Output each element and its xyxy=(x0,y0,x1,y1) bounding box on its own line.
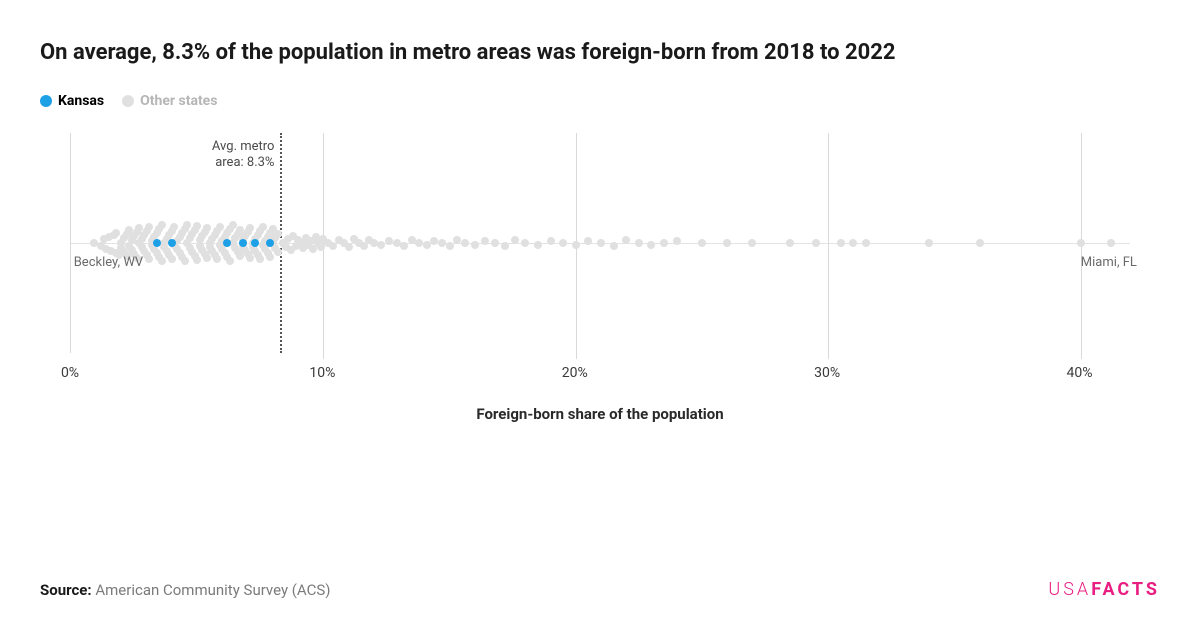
data-point-other xyxy=(647,241,655,249)
data-point-other xyxy=(145,255,153,263)
data-point-other xyxy=(400,242,408,250)
legend-label-other: Other states xyxy=(140,93,217,109)
data-point-focus xyxy=(266,239,274,247)
data-point-other xyxy=(170,223,178,231)
data-point-other xyxy=(226,257,234,265)
data-point-other xyxy=(203,224,211,232)
data-point-other xyxy=(976,239,984,247)
data-point-other xyxy=(213,255,221,263)
data-point-other xyxy=(723,239,731,247)
data-point-focus xyxy=(223,239,231,247)
brand-logo: USAFACTS xyxy=(1048,579,1160,600)
chart: Avg. metroarea: 8.3% Beckley, WV Miami, FL… xyxy=(50,133,1150,393)
data-point-other xyxy=(471,241,479,249)
legend-item-focus: Kansas xyxy=(40,93,104,109)
footer: Source: American Community Survey (ACS) … xyxy=(40,579,1160,600)
legend-item-other: Other states xyxy=(122,93,217,109)
legend-dot-other xyxy=(122,95,134,107)
data-point-other xyxy=(862,239,870,247)
data-point-other xyxy=(572,241,580,249)
data-point-other xyxy=(534,241,542,249)
data-point-other xyxy=(246,224,254,232)
data-point-other xyxy=(259,223,267,231)
x-tick-label: 0% xyxy=(61,365,79,381)
data-point-other xyxy=(501,242,509,250)
data-point-focus xyxy=(239,239,247,247)
legend-label-focus: Kansas xyxy=(58,93,104,109)
data-point-other xyxy=(274,230,282,238)
data-point-other xyxy=(837,239,845,247)
x-tick-label: 40% xyxy=(1067,365,1093,381)
data-point-other xyxy=(849,239,857,247)
x-tick-label: 20% xyxy=(562,365,588,381)
data-point-other xyxy=(597,239,605,247)
x-axis-title: Foreign-born share of the population xyxy=(40,405,1160,423)
grid-line xyxy=(828,133,829,359)
data-point-other xyxy=(635,239,643,247)
data-point-other xyxy=(158,221,166,229)
data-point-other xyxy=(786,239,794,247)
data-point-other xyxy=(673,237,681,245)
plot-area: Avg. metroarea: 8.3%Beckley, WVMiami, FL xyxy=(70,133,1130,353)
data-point-other xyxy=(521,239,529,247)
x-tick-label: 30% xyxy=(814,365,840,381)
data-point-other xyxy=(345,243,353,251)
max-label: Miami, FL xyxy=(1081,255,1137,270)
data-point-other xyxy=(491,239,499,247)
data-point-other xyxy=(622,236,630,244)
brand-part2: FACTS xyxy=(1091,579,1160,600)
data-point-other xyxy=(193,256,201,264)
data-point-focus xyxy=(168,239,176,247)
data-point-other xyxy=(266,253,274,261)
data-point-other xyxy=(610,242,618,250)
source: Source: American Community Survey (ACS) xyxy=(40,581,331,599)
data-point-other xyxy=(145,223,153,231)
data-point-other xyxy=(1107,239,1115,247)
data-point-other xyxy=(925,239,933,247)
data-point-other xyxy=(168,255,176,263)
data-point-other xyxy=(181,257,189,265)
data-point-other xyxy=(660,239,668,247)
data-point-other xyxy=(193,222,201,230)
data-point-other xyxy=(812,239,820,247)
source-label: Source: xyxy=(40,581,92,599)
brand-part1: USA xyxy=(1048,579,1091,600)
data-point-other xyxy=(511,236,519,244)
legend-dot-focus xyxy=(40,95,52,107)
x-tick-label: 10% xyxy=(309,365,335,381)
data-point-other xyxy=(1077,239,1085,247)
legend: Kansas Other states xyxy=(40,93,1160,109)
data-point-other xyxy=(274,248,282,256)
chart-title: On average, 8.3% of the population in me… xyxy=(40,40,1160,65)
min-label: Beckley, WV xyxy=(74,255,143,270)
data-point-other xyxy=(698,239,706,247)
data-point-other xyxy=(748,239,756,247)
data-point-other xyxy=(461,239,469,247)
data-point-focus xyxy=(251,239,259,247)
source-value: American Community Survey (ACS) xyxy=(95,581,330,599)
data-point-other xyxy=(158,257,166,265)
data-point-focus xyxy=(153,239,161,247)
data-point-other xyxy=(481,237,489,245)
reference-label: Avg. metroarea: 8.3% xyxy=(200,139,274,172)
data-point-other xyxy=(256,255,264,263)
data-point-other xyxy=(216,223,224,231)
data-point-other xyxy=(446,242,454,250)
data-point-other xyxy=(547,237,555,245)
data-point-other xyxy=(584,237,592,245)
data-point-other xyxy=(559,239,567,247)
